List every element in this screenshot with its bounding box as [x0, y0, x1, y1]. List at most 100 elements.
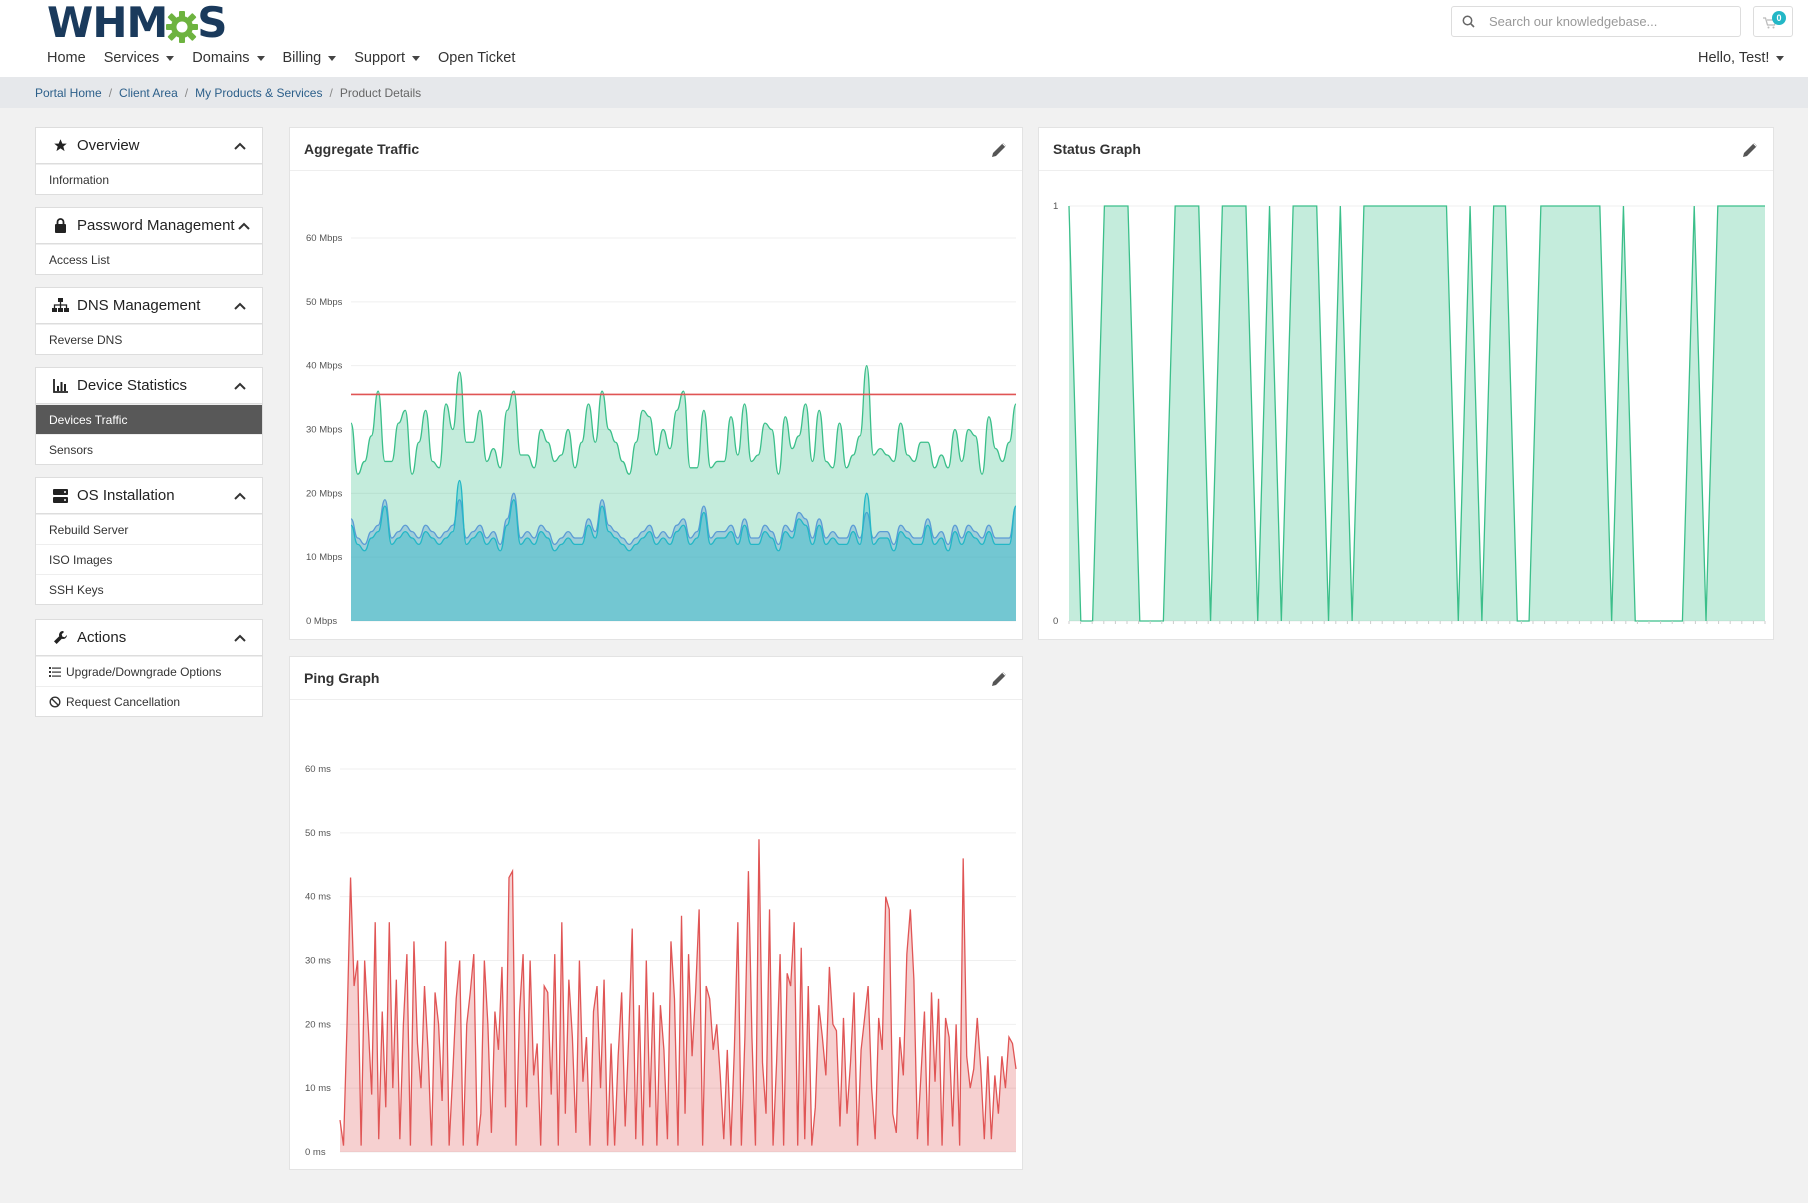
pencil-icon[interactable] [1742, 141, 1759, 158]
card-header: Status Graph [1039, 128, 1773, 171]
nav-support[interactable]: Support [354, 50, 420, 66]
sidebar-item-information[interactable]: Information [36, 164, 262, 194]
cart-button[interactable]: 0 [1753, 6, 1793, 37]
chevron-up-icon[interactable] [234, 142, 246, 150]
status-chart: 01Status [1053, 201, 1766, 627]
wrench-icon [51, 629, 69, 647]
nav-home-label: Home [47, 50, 86, 66]
card-aggregate-traffic: Aggregate Traffic 0 Mbps 10 Mbps 20 Mbps 30… [289, 127, 1023, 640]
card-header: Aggregate Traffic [290, 128, 1022, 171]
chevron-up-icon[interactable] [234, 382, 246, 390]
sidebar-item-label: Upgrade/Downgrade Options [66, 664, 222, 679]
nav-open-ticket[interactable]: Open Ticket [438, 50, 515, 66]
panel-actions: Actions Upgrade/Downgrade Options Reques… [35, 619, 263, 717]
y-tick-label: 20 ms [305, 1019, 331, 1030]
sidebar-item-label: Devices Traffic [49, 412, 128, 427]
panel-overview: Overview Information [35, 127, 263, 195]
y-tick-label: 1 [1053, 201, 1058, 212]
card-title: Status Graph [1053, 141, 1141, 157]
y-tick-label: 60 ms [305, 764, 331, 775]
sidebar-item-label: Access List [49, 252, 110, 267]
nav-billing-label: Billing [282, 50, 322, 66]
knowledgebase-search[interactable] [1451, 6, 1741, 37]
y-tick-label: 50 Mbps [306, 297, 343, 308]
sidebar-item-iso-images[interactable]: ISO Images [36, 544, 262, 574]
list-icon [49, 666, 61, 677]
nav-domains-label: Domains [192, 50, 250, 66]
search-icon [1462, 15, 1475, 28]
sidebar-item-access-list[interactable]: Access List [36, 244, 262, 274]
sidebar-item-label: ISO Images [49, 552, 113, 567]
card-ping-graph: Ping Graph 0 ms 10 ms 20 ms 30 ms 40 ms 50 ms… [289, 656, 1023, 1170]
logo-suffix-text: S [197, 0, 227, 47]
nav-home[interactable]: Home [47, 50, 86, 66]
chevron-up-icon[interactable] [234, 302, 246, 310]
server-icon [51, 487, 69, 505]
panel-dns-header[interactable]: DNS Management [36, 288, 262, 324]
caret-down-icon [328, 55, 337, 61]
panel-overview-header[interactable]: Overview [36, 128, 262, 164]
y-tick-label: 50 ms [305, 828, 331, 839]
series-line [350, 365, 1017, 475]
panel-actions-header[interactable]: Actions [36, 620, 262, 656]
breadcrumb-separator: / [329, 85, 333, 100]
traffic-chart: 0 Mbps 10 Mbps 20 Mbps 30 Mbps 40 Mbps 50 Mbp… [306, 233, 1017, 627]
nav-services[interactable]: Services [104, 50, 175, 66]
star-icon [51, 137, 69, 155]
panel-dns-title: DNS Management [77, 297, 201, 314]
breadcrumb-client-area[interactable]: Client Area [119, 85, 178, 100]
series-area [1069, 206, 1765, 621]
user-menu[interactable]: Hello, Test! [1698, 50, 1785, 66]
breadcrumb-my-products[interactable]: My Products & Services [195, 85, 323, 100]
sidebar-item-request-cancellation[interactable]: Request Cancellation [36, 686, 262, 716]
panel-actions-title: Actions [77, 629, 127, 646]
pencil-icon[interactable] [991, 670, 1008, 687]
gear-icon [165, 5, 199, 43]
panel-dns-management: DNS Management Reverse DNS [35, 287, 263, 355]
panel-os-installation: OS Installation Rebuild Server ISO Image… [35, 477, 263, 605]
pencil-icon[interactable] [991, 141, 1008, 158]
sidebar-item-label: SSH Keys [49, 582, 104, 597]
ban-icon [49, 695, 61, 708]
y-tick-label: 30 Mbps [306, 425, 343, 436]
sidebar-item-label: Information [49, 172, 110, 187]
caret-down-icon [256, 55, 265, 61]
sidebar-item-ssh-keys[interactable]: SSH Keys [36, 574, 262, 604]
search-input[interactable] [1489, 14, 1729, 29]
whmcs-logo[interactable]: WHM S [47, 0, 228, 47]
y-tick-label: 60 Mbps [306, 233, 343, 244]
nav-open-ticket-label: Open Ticket [438, 50, 516, 66]
caret-down-icon [1776, 55, 1785, 61]
sidebar-item-label: Reverse DNS [49, 332, 123, 347]
sidebar-item-reverse-dns[interactable]: Reverse DNS [36, 324, 262, 354]
y-tick-label: 40 Mbps [306, 361, 343, 372]
sidebar-item-devices-traffic[interactable]: Devices Traffic [36, 404, 262, 434]
y-tick-label: 0 ms [305, 1147, 326, 1158]
chevron-up-icon[interactable] [234, 634, 246, 642]
sitemap-icon [51, 297, 69, 315]
series-line [339, 839, 1017, 1146]
panel-password-title: Password Management [77, 217, 235, 234]
breadcrumb-portal-home[interactable]: Portal Home [35, 85, 102, 100]
panel-os-header[interactable]: OS Installation [36, 478, 262, 514]
nav-support-label: Support [354, 50, 405, 66]
breadcrumb-product-details: Product Details [339, 85, 422, 100]
sidebar-item-rebuild-server[interactable]: Rebuild Server [36, 514, 262, 544]
panel-device-statistics: Device Statistics Devices Traffic Sensor… [35, 367, 263, 465]
chevron-up-icon[interactable] [238, 222, 250, 230]
nav-billing[interactable]: Billing [283, 50, 337, 66]
breadcrumb-separator: / [108, 85, 113, 100]
sidebar-item-upgrade-downgrade[interactable]: Upgrade/Downgrade Options [36, 656, 262, 686]
series-line [350, 492, 1017, 546]
chevron-up-icon[interactable] [234, 492, 246, 500]
y-tick-label: 30 ms [305, 956, 331, 967]
sidebar-item-sensors[interactable]: Sensors [36, 434, 262, 464]
panel-password-header[interactable]: Password Management [36, 208, 262, 244]
series-line [350, 479, 1017, 552]
panel-stats-header[interactable]: Device Statistics [36, 368, 262, 404]
nav-domains[interactable]: Domains [192, 50, 265, 66]
series-area [351, 480, 1016, 621]
y-tick-label: 40 ms [305, 892, 331, 903]
chart-icon [51, 377, 69, 395]
